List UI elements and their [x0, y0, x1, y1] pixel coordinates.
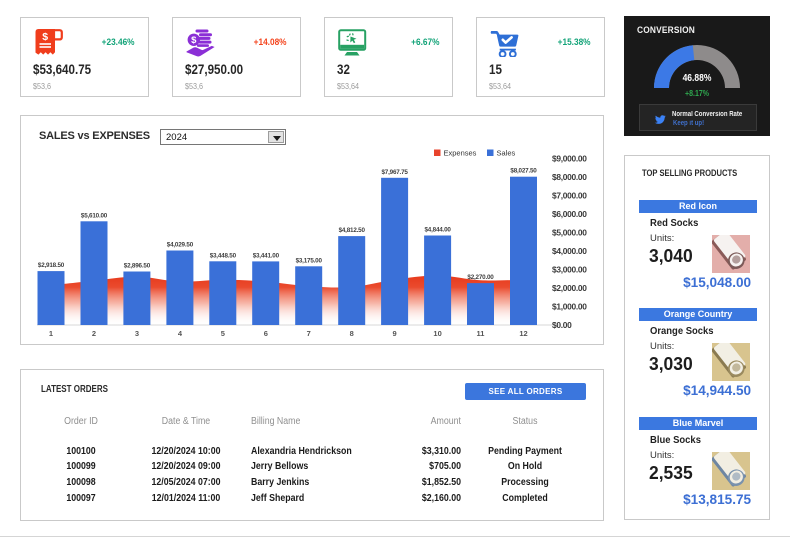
svg-text:9: 9: [393, 329, 397, 338]
svg-text:12: 12: [519, 329, 527, 338]
svg-text:$4,029.50: $4,029.50: [167, 242, 194, 249]
svg-text:1: 1: [49, 329, 53, 338]
svg-text:$1,000.00: $1,000.00: [552, 302, 587, 312]
svg-text:$2,270.00: $2,270.00: [467, 274, 494, 281]
svg-text:$: $: [42, 31, 48, 43]
svg-text:$: $: [191, 35, 197, 46]
svg-text:2: 2: [92, 329, 96, 338]
svg-text:$3,441.00: $3,441.00: [253, 252, 280, 259]
svg-text:$7,967.75: $7,967.75: [381, 169, 408, 176]
svg-text:$8,000.00: $8,000.00: [552, 172, 587, 182]
svg-text:$3,000.00: $3,000.00: [552, 265, 587, 275]
svg-text:$8,027.50: $8,027.50: [510, 168, 537, 175]
svg-text:$2,000.00: $2,000.00: [552, 283, 587, 293]
svg-text:3: 3: [135, 329, 139, 338]
svg-text:6: 6: [264, 329, 268, 338]
svg-text:$7,000.00: $7,000.00: [552, 191, 587, 201]
svg-text:$9,000.00: $9,000.00: [552, 154, 587, 164]
svg-text:11: 11: [477, 329, 485, 338]
svg-text:$5,000.00: $5,000.00: [552, 228, 587, 238]
svg-text:7: 7: [307, 329, 311, 338]
svg-text:Expenses: Expenses: [444, 149, 477, 158]
svg-text:$4,844.00: $4,844.00: [424, 227, 451, 234]
svg-text:10: 10: [433, 329, 441, 338]
svg-text:$3,175.00: $3,175.00: [296, 257, 323, 264]
svg-text:$4,812.50: $4,812.50: [339, 227, 366, 234]
svg-text:$0.00: $0.00: [552, 320, 572, 330]
svg-text:$2,918.50: $2,918.50: [38, 262, 65, 269]
svg-text:8: 8: [350, 329, 354, 338]
svg-text:Sales: Sales: [497, 149, 516, 158]
svg-text:$3,448.50: $3,448.50: [210, 252, 237, 259]
svg-text:$5,610.00: $5,610.00: [81, 212, 108, 219]
svg-text:$6,000.00: $6,000.00: [552, 209, 587, 219]
svg-text:5: 5: [221, 329, 225, 338]
svg-text:$2,896.50: $2,896.50: [124, 263, 151, 270]
svg-text:$4,000.00: $4,000.00: [552, 246, 587, 256]
svg-text:4: 4: [178, 329, 183, 338]
